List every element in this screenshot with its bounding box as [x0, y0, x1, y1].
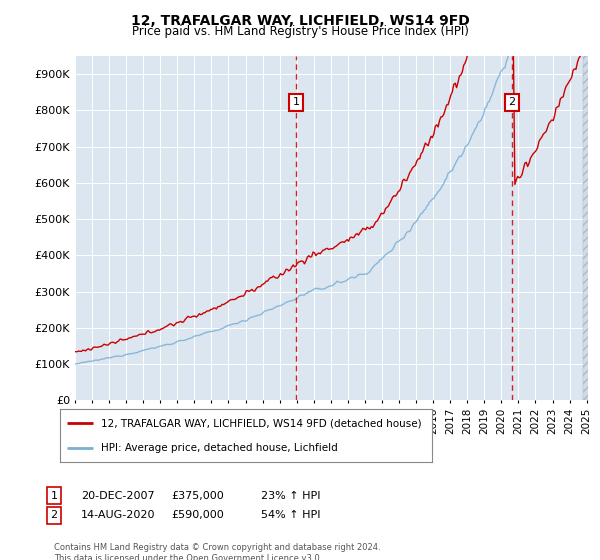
Text: 23% ↑ HPI: 23% ↑ HPI: [261, 491, 320, 501]
Bar: [583, 56, 588, 400]
Text: 1: 1: [292, 97, 299, 108]
Text: 20-DEC-2007: 20-DEC-2007: [81, 491, 155, 501]
Text: 14-AUG-2020: 14-AUG-2020: [81, 510, 155, 520]
Text: Price paid vs. HM Land Registry's House Price Index (HPI): Price paid vs. HM Land Registry's House …: [131, 25, 469, 38]
Text: £590,000: £590,000: [171, 510, 224, 520]
Text: HPI: Average price, detached house, Lichfield: HPI: Average price, detached house, Lich…: [101, 442, 338, 452]
Text: Contains HM Land Registry data © Crown copyright and database right 2024.
This d: Contains HM Land Registry data © Crown c…: [54, 543, 380, 560]
Text: 54% ↑ HPI: 54% ↑ HPI: [261, 510, 320, 520]
Text: 12, TRAFALGAR WAY, LICHFIELD, WS14 9FD (detached house): 12, TRAFALGAR WAY, LICHFIELD, WS14 9FD (…: [101, 418, 422, 428]
Text: 1: 1: [50, 491, 58, 501]
Text: 2: 2: [50, 510, 58, 520]
Text: 12, TRAFALGAR WAY, LICHFIELD, WS14 9FD: 12, TRAFALGAR WAY, LICHFIELD, WS14 9FD: [131, 14, 469, 28]
Text: £375,000: £375,000: [171, 491, 224, 501]
Text: 2: 2: [508, 97, 515, 108]
